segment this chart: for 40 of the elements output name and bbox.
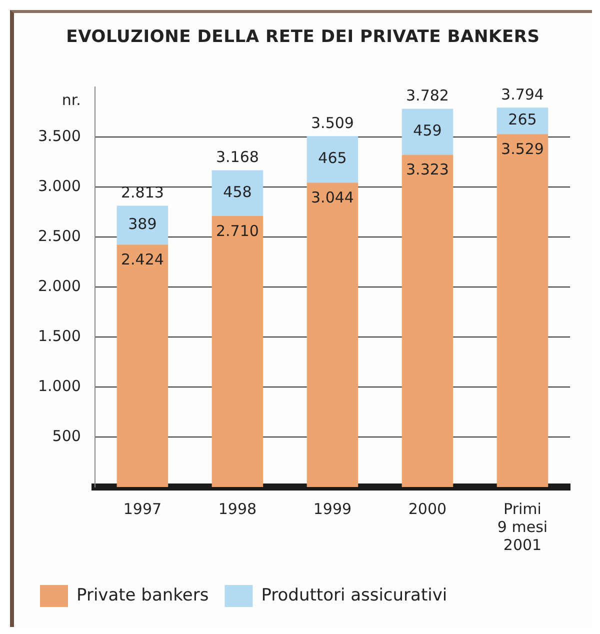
bar xyxy=(306,136,358,183)
data-label: 465 xyxy=(318,149,347,168)
y-tick-label: 2.500 xyxy=(38,226,81,245)
data-label: 389 xyxy=(128,215,157,234)
bar xyxy=(116,244,168,487)
bar xyxy=(212,170,264,216)
total-label: 3.509 xyxy=(310,114,354,132)
bar xyxy=(496,134,548,487)
data-label: 2.424 xyxy=(120,250,164,268)
data-label: 3.044 xyxy=(310,188,354,206)
x-tick-label: 1997 xyxy=(123,500,162,518)
data-label: 458 xyxy=(223,182,252,201)
total-label: 3.794 xyxy=(501,85,544,104)
x-tick-label: Primi 9 mesi 2001 xyxy=(497,500,548,554)
bar xyxy=(402,154,454,487)
y-tick-label: 3.500 xyxy=(38,126,81,145)
x-tick-label: 2000 xyxy=(408,500,447,518)
legend-label: Produttori assicurativi xyxy=(261,585,448,606)
total-label: 2.813 xyxy=(120,184,164,202)
x-tick-label: 1999 xyxy=(313,500,352,518)
x-tick-label: 1998 xyxy=(218,500,257,518)
bar xyxy=(212,216,264,487)
y-tick-label: 2.000 xyxy=(38,276,81,295)
bar xyxy=(402,108,454,155)
y-tick-label: 1.500 xyxy=(38,326,81,345)
y-tick-label: 3.000 xyxy=(38,176,81,195)
data-label: 3.529 xyxy=(501,140,544,158)
bar xyxy=(116,206,168,245)
data-label: 2.710 xyxy=(216,222,259,240)
data-label: 265 xyxy=(508,110,537,129)
y-tick-label: 500 xyxy=(52,426,81,445)
bar xyxy=(306,182,358,487)
data-label: 459 xyxy=(413,122,442,140)
y-tick-label: 1.000 xyxy=(38,376,81,395)
total-label: 3.168 xyxy=(216,148,259,166)
legend-label: Private bankers xyxy=(76,585,209,606)
data-label: 3.323 xyxy=(406,160,449,179)
total-label: 3.782 xyxy=(406,86,449,105)
y-axis-title: nr. xyxy=(62,90,81,109)
chart-title: EVOLUZIONE DELLA RETE DEI PRIVATE BANKERS xyxy=(65,27,541,47)
